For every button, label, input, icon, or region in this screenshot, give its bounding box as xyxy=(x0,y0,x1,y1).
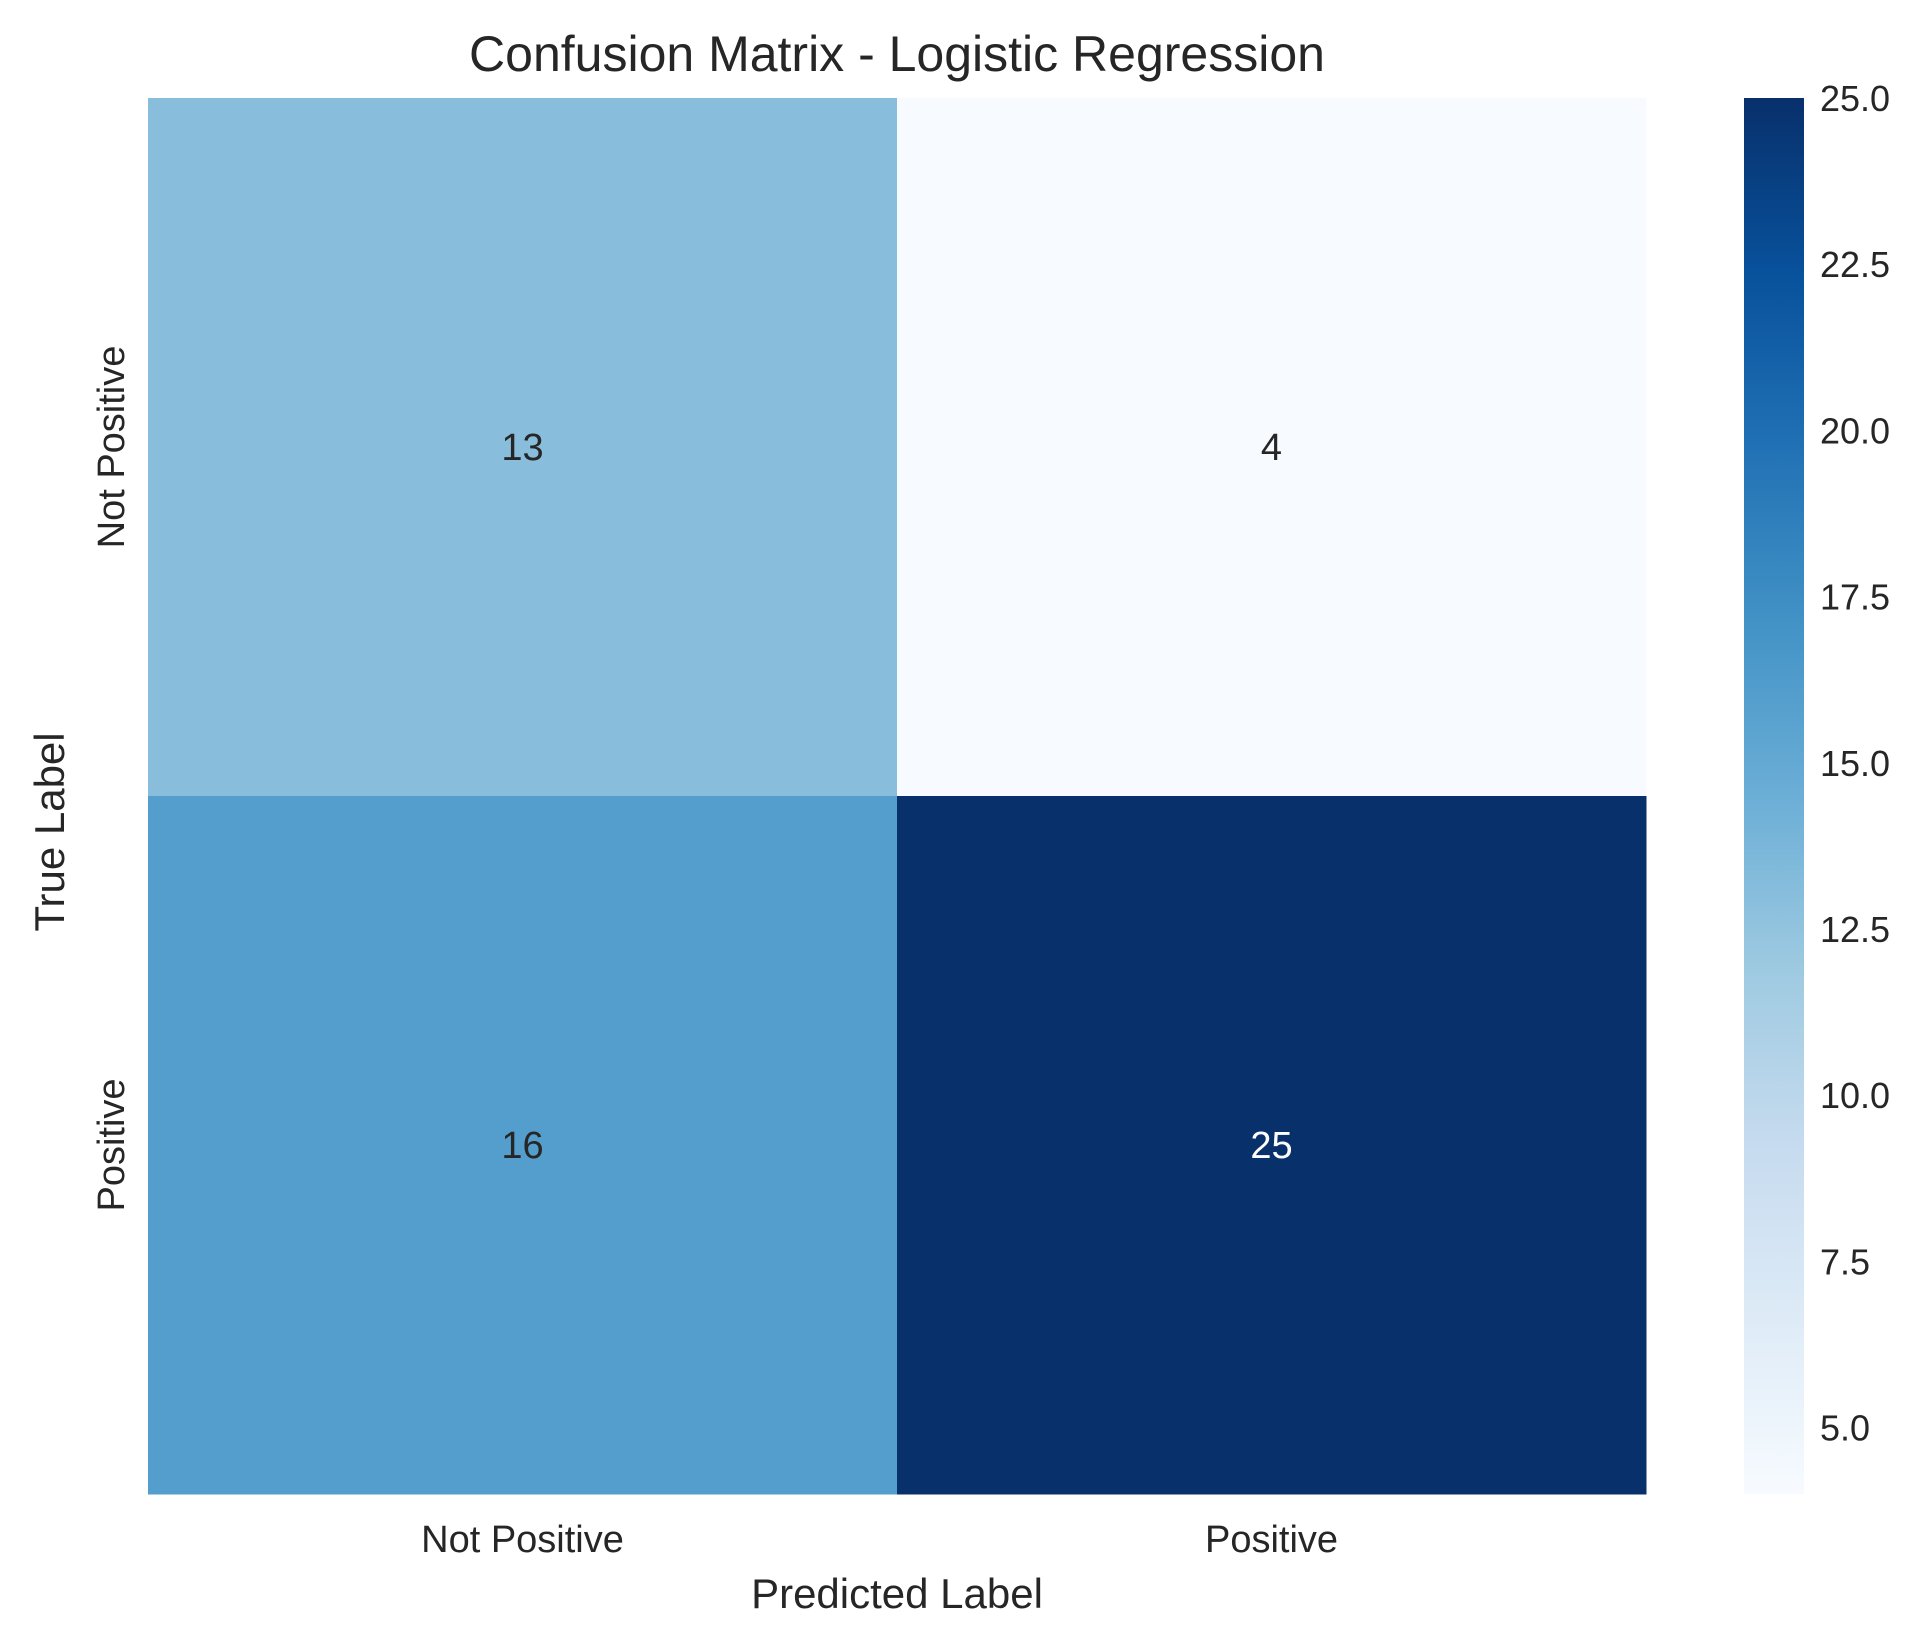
x-tick-label: Positive xyxy=(1205,1519,1338,1561)
colorbar-tick-label: 10.0 xyxy=(1820,1075,1890,1116)
colorbar-tick-label: 17.5 xyxy=(1820,577,1890,618)
cell-value-label: 25 xyxy=(1250,1125,1292,1167)
y-tick-label: Positive xyxy=(91,1078,133,1211)
chart-title: Confusion Matrix - Logistic Regression xyxy=(469,26,1325,82)
colorbar-tick-label: 15.0 xyxy=(1820,743,1890,784)
heatmap-cell xyxy=(897,796,1647,1495)
heatmap-cell xyxy=(148,98,898,797)
colorbar-tick-label: 20.0 xyxy=(1820,410,1890,451)
cell-value-label: 16 xyxy=(501,1125,543,1167)
colorbar xyxy=(1744,98,1804,1494)
cell-value-label: 13 xyxy=(501,427,543,469)
colorbar-ticks: 5.0 7.5 10.0 12.5 15.0 17.5 20.0 22.5 25.0 xyxy=(1820,78,1890,1449)
x-tick-label: Not Positive xyxy=(421,1519,624,1561)
colorbar-tick-label: 5.0 xyxy=(1820,1408,1870,1449)
y-tick-label: Not Positive xyxy=(91,346,133,549)
colorbar-tick-label: 22.5 xyxy=(1820,244,1890,285)
x-axis-label: Predicted Label xyxy=(751,1570,1043,1617)
heatmap-cells: 13 4 16 25 xyxy=(148,98,1647,1495)
heatmap-cell xyxy=(148,796,898,1495)
colorbar-tick-label: 12.5 xyxy=(1820,909,1890,950)
cell-value-label: 4 xyxy=(1261,427,1282,469)
colorbar-tick-label: 25.0 xyxy=(1820,78,1890,119)
y-tick-labels: Not Positive Positive xyxy=(91,346,133,1212)
colorbar-tick-label: 7.5 xyxy=(1820,1241,1870,1282)
heatmap-cell xyxy=(897,98,1647,797)
x-tick-labels: Not Positive Positive xyxy=(421,1519,1338,1561)
y-axis-label: True Label xyxy=(26,732,73,931)
